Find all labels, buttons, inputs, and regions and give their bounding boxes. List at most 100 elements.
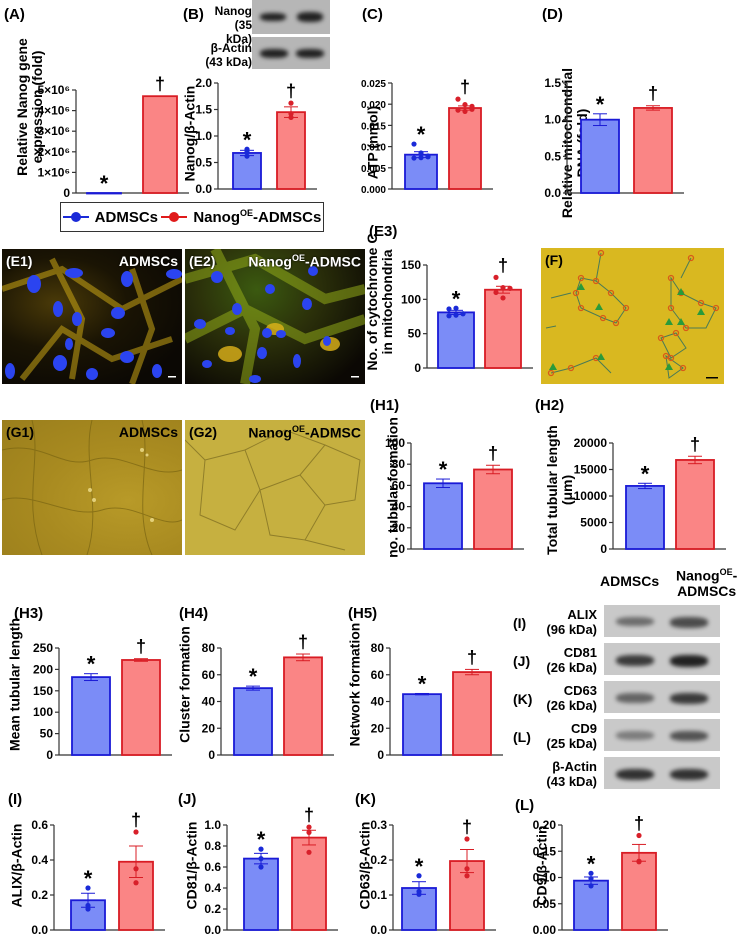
y-tick-label: 20 <box>392 521 406 535</box>
y-tick-label: 1.0 <box>204 818 221 832</box>
legend-item-nanog-oe: NanogOE-ADMSCs <box>161 208 321 226</box>
y-tick-label: 80 <box>371 641 385 655</box>
significance-dagger: † <box>155 74 165 94</box>
y-tick-label: 40 <box>202 695 216 709</box>
bar-admscs <box>437 311 475 369</box>
data-point <box>455 107 461 113</box>
panel-label-c: (C) <box>362 6 383 23</box>
y-tick-label: 1.0 <box>544 113 561 127</box>
panel-label-e3: (E3) <box>369 223 398 240</box>
y-tick-label: 80 <box>392 457 406 471</box>
blot-row-tag: (K) <box>513 691 533 707</box>
significance-dagger: † <box>460 77 470 97</box>
y-tick-label: 4×10⁶ <box>37 104 70 118</box>
blot-b-nanog <box>252 0 330 34</box>
data-point <box>258 856 264 862</box>
significance-asterisk: * <box>243 127 252 152</box>
y-tick-label: 100 <box>401 292 421 306</box>
y-tick-label: 0.000 <box>361 185 386 196</box>
significance-asterisk: * <box>587 851 596 876</box>
bar-nanog-oe <box>276 111 306 190</box>
y-tick-label: 0 <box>600 542 607 556</box>
bar-nanog-oe <box>449 860 485 931</box>
data-point <box>418 155 424 161</box>
legend-marker-blue-icon <box>62 212 89 222</box>
y-tick-label: 40 <box>371 695 385 709</box>
data-point <box>588 883 594 889</box>
tube-formation-image-f: (F) <box>541 248 724 384</box>
g1-caption: ADMSCs <box>118 424 178 440</box>
y-tick-label: 0 <box>398 542 405 556</box>
data-point <box>133 880 139 886</box>
y-tick-label: 0.2 <box>204 902 221 916</box>
blot-b-kda-actin: (43 kDa) <box>205 55 252 69</box>
data-point <box>588 870 594 876</box>
y-tick-label: 5000 <box>580 516 607 530</box>
bar-nanog-oe <box>448 107 482 190</box>
y-tick-label: 0.6 <box>204 860 221 874</box>
y-tick-label: 15000 <box>574 463 608 477</box>
bar-nanog-oe <box>675 459 715 550</box>
y-tick-label: 0.010 <box>361 143 386 154</box>
y-tick-label: 100 <box>33 705 53 719</box>
bar-admscs <box>243 857 279 931</box>
blot-strip <box>604 681 720 713</box>
bar-nanog-oe <box>452 671 492 756</box>
bar-admscs <box>423 482 463 550</box>
significance-asterisk: * <box>439 457 448 482</box>
legend-label-nanog-oe: NanogOE-ADMSCs <box>193 208 322 226</box>
blot-b-label-actin: β-Actin (43 kDa) <box>204 41 252 69</box>
y-tick-label: 0.5 <box>195 156 212 170</box>
panel-label-l: (L) <box>515 797 535 814</box>
y-tick-label: 2×10⁶ <box>37 145 70 159</box>
legend-label-admscs: ADMSCs <box>94 208 158 226</box>
significance-dagger: † <box>488 443 498 463</box>
bar-admscs <box>573 879 609 931</box>
y-tick-label: 0.0 <box>195 182 212 196</box>
data-point <box>453 312 459 318</box>
y-tick-label: 0.0 <box>31 923 48 937</box>
significance-dagger: † <box>498 255 508 275</box>
panel-label-i: (I) <box>8 791 23 808</box>
y-tick-label: 0.020 <box>361 100 386 111</box>
y-tick-label: 0.1 <box>370 888 387 902</box>
blot-strip <box>604 605 720 637</box>
significance-dagger: † <box>286 81 296 101</box>
y-tick-label: 0.20 <box>533 818 557 832</box>
bar-nanog-oe <box>473 468 513 550</box>
y-tick-label: 0.0 <box>370 923 387 937</box>
panel-label-h1: (H1) <box>370 397 400 414</box>
bar-nanog-oe <box>121 659 161 756</box>
bar-admscs <box>71 676 111 756</box>
data-point <box>588 875 594 882</box>
blot-row-label: CD9 (25 kDa) <box>546 721 597 751</box>
data-point <box>500 285 506 291</box>
y-tick-label: 250 <box>33 641 53 655</box>
y-tick-label: 1.0 <box>195 129 212 143</box>
g2-label: (G2) <box>189 424 217 440</box>
data-point <box>455 96 461 102</box>
data-point <box>258 864 264 870</box>
y-tick-label: 100 <box>385 436 405 450</box>
y-tick-label: 0.015 <box>361 121 386 132</box>
blot-row-label: CD63 (26 kDa) <box>546 683 597 713</box>
y-tick-label: 0 <box>377 748 384 762</box>
y-tick-label: 0 <box>414 361 421 375</box>
blot-col-nanog-oe: NanogOE- ADMSCs <box>676 567 738 599</box>
data-point <box>133 829 139 835</box>
y-tick-label: 20 <box>202 721 216 735</box>
blot-b-name-nanog: Nanog <box>214 4 252 18</box>
data-point <box>460 311 466 317</box>
y-tick-label: 60 <box>371 668 385 682</box>
data-point <box>244 153 250 159</box>
y-tick-label: 0.6 <box>31 818 48 832</box>
y-tick-label: 0.0 <box>204 923 221 937</box>
brightfield-image-g2: (G2) NanogOE-ADMSC <box>185 420 365 555</box>
y-tick-label: 0.5 <box>544 149 561 163</box>
data-point <box>462 102 468 108</box>
y-tick-label: 0 <box>46 748 53 762</box>
significance-dagger: † <box>298 632 308 652</box>
blot-strip <box>604 757 720 789</box>
panel-label-a: (A) <box>4 6 25 23</box>
data-point <box>306 824 312 830</box>
